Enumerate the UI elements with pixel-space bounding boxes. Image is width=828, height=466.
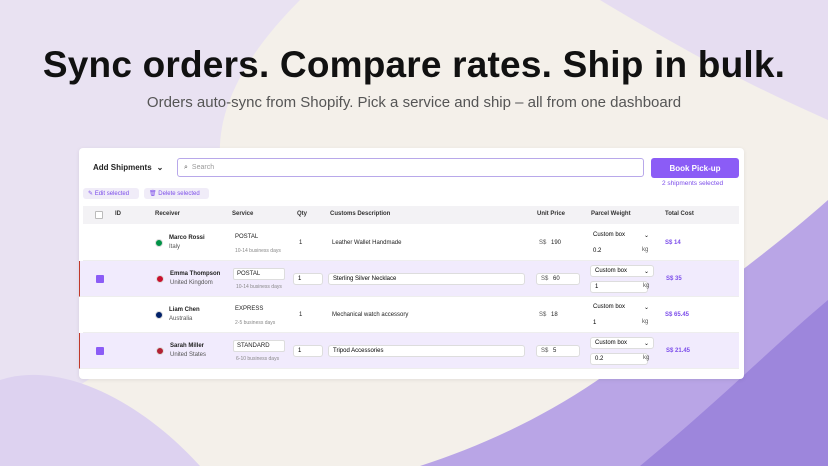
shipments-card: Add Shipments ⌄ ⌕ Search Book Pick-up 2 sh… — [79, 148, 744, 379]
weight-input[interactable]: 0.2 — [589, 245, 647, 257]
service-days: 6-10 business days — [236, 356, 280, 362]
total-cost: S$ 35 — [666, 276, 682, 282]
button-label: Add Shipments — [93, 163, 152, 172]
receiver-country: Italy — [169, 244, 181, 250]
column-header: Service — [232, 211, 254, 217]
unit-price: 190 — [551, 240, 562, 246]
parcel-select[interactable]: Custom box ⌄ — [590, 265, 654, 277]
title: Sync orders. Compare rates. Ship in bulk… — [42, 44, 786, 85]
parcel-type: Custom box — [593, 304, 626, 310]
service-select[interactable]: STANDARD — [233, 340, 285, 352]
receiver-name: Liam Chen — [169, 307, 200, 313]
description-input[interactable]: Sterling Silver Necklace — [328, 273, 525, 285]
service-select[interactable]: EXPRESS — [232, 304, 284, 316]
receiver-name: Sarah Miller — [170, 343, 205, 349]
unit-price: 5 — [553, 348, 557, 354]
column-header: ID — [115, 211, 121, 217]
service-name: POSTAL — [237, 271, 261, 277]
search-input[interactable]: ⌕ Search — [177, 158, 644, 177]
price-currency: S$ — [541, 348, 549, 354]
selected-count: 2 shipments selected — [662, 180, 724, 187]
service-name: EXPRESS — [235, 306, 264, 312]
button-label: Edit selected — [94, 190, 130, 197]
service-days: 10-14 business days — [236, 284, 282, 290]
table-row: Sarah Miller United States STANDARD 6-10 bu… — [79, 333, 739, 369]
service-days: 2-5 business days — [235, 320, 276, 326]
unit-price: 18 — [551, 312, 558, 318]
country-flag — [156, 347, 164, 355]
price-input[interactable]: S$ 60 — [536, 273, 580, 285]
column-header: Receiver — [155, 211, 181, 217]
receiver-country: Australia — [169, 316, 193, 322]
price-currency: S$ — [539, 312, 547, 318]
qty-input[interactable]: 1 — [293, 345, 323, 357]
column-header: Customs Description — [330, 211, 391, 217]
parcel-type: Custom box — [593, 232, 626, 238]
receiver-name: Marco Rossi — [169, 235, 205, 241]
qty: 1 — [299, 240, 303, 246]
column-header: Unit Price — [537, 211, 566, 217]
parcel-select[interactable]: Custom box ⌄ — [589, 301, 653, 313]
book-pickup-button[interactable]: Book Pick-up — [651, 158, 739, 178]
total-cost: S$ 14 — [665, 240, 681, 246]
qty: 1 — [299, 312, 303, 318]
service-select[interactable]: POSTAL — [232, 232, 284, 244]
country-flag — [156, 275, 164, 283]
column-header: Total Cost — [665, 211, 694, 217]
service-name: STANDARD — [237, 343, 270, 349]
weight-input[interactable]: 0.2 — [590, 353, 648, 365]
header-checkbox[interactable] — [95, 211, 103, 219]
unit-price: 60 — [553, 276, 560, 282]
row-checkbox[interactable] — [96, 347, 104, 355]
row-checkbox[interactable] — [96, 275, 104, 283]
column-header: Parcel Weight — [591, 211, 631, 217]
search-placeholder: Search — [191, 164, 215, 171]
button-label: Book Pick-up — [669, 163, 721, 173]
subtitle: Orders auto-sync from Shopify. Pick a se… — [146, 94, 682, 111]
price-currency: S$ — [541, 276, 549, 282]
table-row: Emma Thompson United Kingdom POSTAL 10-14 b… — [79, 261, 739, 297]
weight-input[interactable]: 1 — [589, 317, 647, 329]
receiver-country: United Kingdom — [170, 280, 213, 286]
table-header: ID Receiver Service Qty Customs Description U… — [83, 206, 739, 224]
receiver-name: Emma Thompson — [170, 271, 221, 277]
weight-unit: kg — [642, 247, 649, 253]
weight-unit: kg — [643, 283, 650, 289]
delete-selected-button[interactable]: 🗑 Delete selected — [144, 188, 209, 199]
parcel-select[interactable]: Custom box ⌄ — [589, 229, 653, 241]
edit-selected-button[interactable]: ✎ Edit selected — [83, 188, 139, 199]
description: Mechanical watch accessory — [332, 312, 409, 318]
description: Leather Wallet Handmade — [332, 240, 402, 246]
parcel-type: Custom box — [595, 340, 628, 346]
weight-unit: kg — [642, 319, 649, 325]
price-input[interactable]: S$ 5 — [536, 345, 580, 357]
service-name: POSTAL — [235, 234, 259, 240]
price-currency: S$ — [539, 240, 547, 246]
total-cost: S$ 65.45 — [665, 312, 690, 318]
country-flag — [155, 311, 163, 319]
column-header: Qty — [297, 211, 308, 217]
add-shipments-button[interactable]: Add Shipments ⌄ — [93, 163, 164, 172]
service-select[interactable]: POSTAL — [233, 268, 285, 280]
weight-unit: kg — [643, 355, 650, 361]
qty-input[interactable]: 1 — [293, 273, 323, 285]
total-cost: S$ 21.45 — [666, 348, 691, 354]
parcel-select[interactable]: Custom box ⌄ — [590, 337, 654, 349]
table-row: Marco Rossi Italy POSTAL 10-14 business day… — [83, 225, 739, 261]
parcel-type: Custom box — [595, 268, 628, 274]
country-flag — [155, 239, 163, 247]
button-label: Delete selected — [158, 190, 200, 197]
description-input[interactable]: Tripod Accessories — [328, 345, 525, 357]
table-row: Liam Chen Australia EXPRESS 2-5 business da… — [83, 297, 739, 333]
shipments-table: ID Receiver Service Qty Customs Description U… — [79, 206, 739, 371]
receiver-country: United States — [170, 352, 207, 358]
weight-input[interactable]: 1 — [590, 281, 648, 293]
service-days: 10-14 business days — [235, 248, 281, 254]
